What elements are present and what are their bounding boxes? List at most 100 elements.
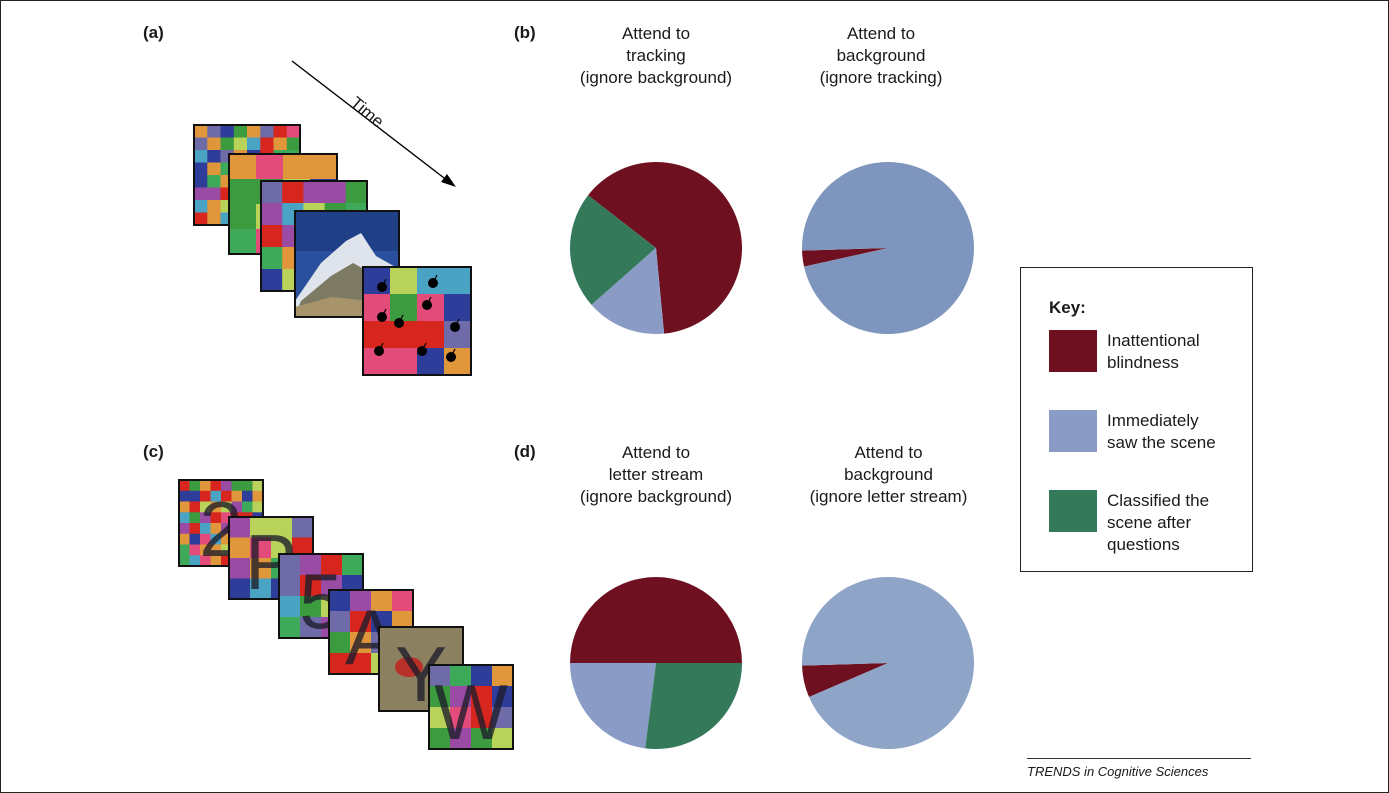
panel-label-b: (b) bbox=[514, 23, 536, 42]
time-arrow-line bbox=[291, 60, 449, 182]
mosaic-tile bbox=[417, 321, 445, 349]
motion-arrow bbox=[378, 342, 384, 352]
panel-label-a: (a) bbox=[143, 23, 164, 42]
mosaic-tile bbox=[286, 125, 301, 138]
mosaic-tile bbox=[279, 617, 301, 639]
mosaic-tile bbox=[242, 480, 253, 492]
mosaic-tile bbox=[324, 181, 347, 204]
motion-arrow bbox=[450, 348, 456, 358]
stimulus-letter: W bbox=[434, 668, 508, 756]
mosaic-tile bbox=[229, 558, 251, 579]
legend-key: Key: Inattentional blindness Immediately… bbox=[1020, 267, 1253, 572]
frame-c6 bbox=[428, 664, 514, 750]
legend-label: Classified the scene after questions bbox=[1107, 490, 1209, 556]
mosaic-tile bbox=[252, 480, 264, 492]
mosaic-tile bbox=[250, 537, 272, 559]
legend-swatch bbox=[1049, 330, 1097, 372]
motion-arrow bbox=[421, 342, 427, 352]
mosaic-tile bbox=[321, 554, 343, 576]
mosaic-tile bbox=[444, 294, 472, 322]
title-line: letter stream bbox=[608, 465, 704, 484]
mosaic-tile bbox=[283, 154, 311, 180]
mosaic-tile bbox=[429, 665, 451, 687]
mosaic-tile bbox=[221, 544, 232, 556]
mosaic-tile bbox=[207, 150, 222, 163]
mosaic-tile bbox=[200, 555, 211, 567]
title-d-letter-stream: Attend to letter stream (ignore backgrou… bbox=[556, 442, 756, 508]
mosaic-tile bbox=[231, 490, 243, 503]
mosaic-tile bbox=[189, 501, 201, 513]
title-line: Attend to bbox=[621, 24, 691, 43]
panel-label-c: (c) bbox=[143, 442, 164, 461]
mosaic-tile bbox=[252, 501, 264, 513]
title-line: tracking bbox=[626, 46, 686, 65]
motion-arrow bbox=[454, 318, 460, 328]
legend-item-classified-after: Classified the scene after questions bbox=[1049, 490, 1249, 560]
mosaic-tile bbox=[429, 728, 451, 750]
mosaic-tile bbox=[471, 665, 493, 687]
legend-label: Inattentional blindness bbox=[1107, 330, 1200, 374]
mosaic-tile bbox=[273, 125, 288, 138]
pie-slice bbox=[802, 248, 888, 267]
mosaic-tile bbox=[310, 154, 338, 180]
mosaic-tile bbox=[252, 490, 264, 503]
legend-line: blindness bbox=[1107, 353, 1179, 372]
mosaic-tile bbox=[210, 533, 222, 546]
mosaic-tile bbox=[221, 512, 232, 524]
mosaic-tile bbox=[303, 181, 326, 204]
mosaic-tile bbox=[390, 267, 418, 295]
mosaic-tile bbox=[286, 137, 301, 151]
mosaic-tile bbox=[210, 512, 222, 524]
title-line: Attend to bbox=[621, 443, 691, 462]
mosaic-tile bbox=[279, 596, 301, 618]
mosaic-tile bbox=[350, 611, 372, 633]
mosaic-tile bbox=[300, 575, 322, 597]
title-d-background: Attend to background (ignore letter stre… bbox=[776, 442, 1001, 508]
mosaic-tile bbox=[300, 554, 322, 576]
mosaic-tile bbox=[450, 665, 472, 687]
credit-rule bbox=[1027, 758, 1251, 759]
mosaic-tile bbox=[189, 555, 201, 567]
time-arrow-head bbox=[441, 174, 456, 187]
mosaic-tile bbox=[200, 533, 211, 546]
mosaic-tile bbox=[329, 653, 351, 675]
mosaic-tile bbox=[273, 137, 288, 151]
mosaic-tile bbox=[220, 137, 235, 151]
mosaic-tile bbox=[231, 480, 243, 492]
mosaic-tile bbox=[261, 247, 283, 270]
pie-slice bbox=[802, 663, 888, 698]
mosaic-tile bbox=[233, 125, 248, 138]
mosaic-tile bbox=[260, 137, 275, 151]
mosaic-tile bbox=[194, 150, 208, 163]
mosaic-tile bbox=[210, 480, 222, 492]
pie-slice bbox=[802, 577, 975, 750]
title-line: (ignore background) bbox=[579, 487, 733, 506]
mosaic-tile bbox=[229, 204, 257, 230]
mosaic-tile bbox=[363, 267, 391, 295]
mosaic-tile bbox=[390, 348, 418, 376]
mosaic-tile bbox=[229, 229, 257, 255]
motion-arrow bbox=[426, 296, 432, 306]
mosaic-tile bbox=[210, 490, 222, 503]
mosaic-tile bbox=[194, 125, 208, 138]
mosaic-tile bbox=[233, 137, 248, 151]
mosaic-tile bbox=[444, 348, 472, 376]
mosaic-tile bbox=[200, 501, 211, 513]
frame-border bbox=[294, 210, 400, 318]
mosaic-tile bbox=[221, 555, 232, 567]
mosaic-tile bbox=[200, 523, 211, 535]
mosaic-tile bbox=[231, 501, 243, 513]
mosaic-tile bbox=[242, 490, 253, 503]
mosaic-tile bbox=[492, 665, 514, 687]
mosaic-tile bbox=[179, 490, 190, 503]
motion-arrow bbox=[432, 274, 438, 284]
pie-slice bbox=[588, 162, 743, 334]
mosaic-tile bbox=[429, 707, 451, 729]
mosaic-tile bbox=[179, 501, 190, 513]
mosaic-tile bbox=[329, 590, 351, 612]
mosaic-tile bbox=[350, 590, 372, 612]
mosaic-tile bbox=[471, 728, 493, 750]
mosaic-tile bbox=[292, 517, 314, 538]
mosaic-tile bbox=[179, 533, 190, 546]
legend-line: scene after bbox=[1107, 513, 1192, 532]
